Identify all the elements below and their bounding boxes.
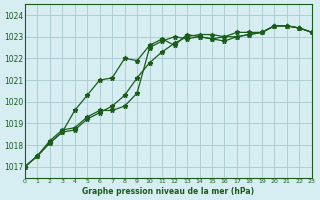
X-axis label: Graphe pression niveau de la mer (hPa): Graphe pression niveau de la mer (hPa) [82,187,254,196]
